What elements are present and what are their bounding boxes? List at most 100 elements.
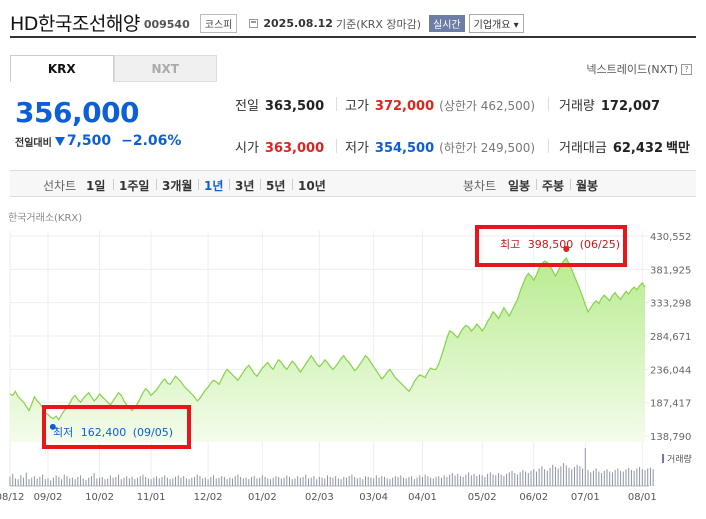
volume-value: 172,007: [600, 99, 661, 114]
volume-bar: [134, 479, 136, 486]
current-price: 356,000: [15, 96, 140, 129]
volume-bar: [213, 475, 215, 486]
volume-bar: [563, 463, 565, 486]
volume-bar: [590, 472, 592, 486]
volume-bar: [373, 478, 375, 486]
volume-bar: [354, 476, 356, 486]
open-label: 시가: [235, 141, 259, 156]
line-chart-label[interactable]: 선차트: [43, 179, 77, 193]
volume-bar: [12, 473, 14, 486]
volume-bar: [126, 476, 128, 486]
candle-chart-label[interactable]: 봉차트: [463, 179, 497, 193]
volume-bar: [500, 474, 502, 486]
period-10y[interactable]: 10년: [298, 179, 326, 193]
volume-bar: [533, 469, 535, 486]
volume-bar: [370, 477, 372, 486]
volume-bar: [413, 479, 415, 486]
candle-monthly[interactable]: 월봉: [576, 179, 599, 193]
volume-bar: [522, 470, 524, 486]
volume-bar: [506, 473, 508, 486]
volume-bar: [525, 471, 527, 486]
volume-bar: [123, 477, 125, 486]
volume-bar: [61, 479, 63, 486]
stat-open: 시가 363,000: [235, 137, 324, 156]
period-3y[interactable]: 3년: [235, 179, 255, 193]
min-label: 최저: [53, 426, 73, 439]
volume-bar: [267, 478, 269, 486]
volume-bar: [256, 478, 258, 486]
x-tick-label: 05/02: [468, 492, 497, 503]
volume-bar: [202, 478, 204, 486]
date-suffix: 기준(KRX 장마감): [335, 17, 422, 31]
volume-bar: [50, 480, 52, 486]
volume-bar: [175, 476, 177, 486]
nxt-link[interactable]: 넥스트레이드(NXT) ?: [586, 61, 692, 77]
min-value: 162,400: [81, 426, 127, 439]
volume-bar: [565, 465, 567, 486]
x-tick-label: 10/02: [85, 492, 114, 503]
volume-bar: [416, 477, 418, 486]
realtime-badge[interactable]: 실시간: [429, 15, 465, 32]
tab-krx[interactable]: KRX: [10, 55, 114, 82]
volume-bar: [39, 476, 41, 486]
period-divider: [260, 179, 261, 190]
volume-bar: [329, 476, 331, 486]
x-tick-label: 09/02: [34, 492, 63, 503]
period-divider: [292, 179, 293, 190]
period-divider: [536, 179, 537, 190]
stat-prev-close: 전일 363,500: [235, 95, 324, 114]
volume-bar: [207, 479, 209, 486]
volume-bar: [641, 469, 643, 486]
low-value: 354,500: [374, 141, 435, 156]
price-line: [9, 256, 646, 421]
volume-bar: [633, 470, 635, 486]
volume-bar: [156, 476, 158, 486]
period-5y[interactable]: 5년: [266, 179, 286, 193]
period-divider: [229, 179, 230, 190]
volume-bar: [321, 477, 323, 486]
y-tick-label: 430,552: [650, 232, 691, 243]
volume-bar: [489, 472, 491, 486]
high-label: 고가: [345, 99, 369, 114]
volume-bar: [386, 478, 388, 486]
volume-bar: [427, 476, 429, 486]
volume-bar: [492, 474, 494, 486]
help-icon[interactable]: ?: [681, 63, 692, 75]
company-info-dropdown[interactable]: 기업개요 ▾: [468, 14, 524, 33]
period-1w[interactable]: 1주일: [119, 179, 150, 193]
tab-nxt[interactable]: NXT: [113, 55, 217, 82]
period-3m[interactable]: 3개월: [162, 179, 193, 193]
volume-bar: [229, 477, 231, 486]
candle-daily[interactable]: 일봉: [508, 179, 531, 193]
volume-bar: [557, 468, 559, 486]
volume-bar: [530, 470, 532, 486]
volume-bar: [264, 476, 266, 486]
volume-bar: [614, 470, 616, 486]
stat-divider: [336, 97, 337, 111]
volume-bar: [476, 476, 478, 486]
volume-bars: [9, 448, 654, 487]
y-tick-label: 381,925: [650, 265, 691, 276]
min-date: (09/05): [133, 426, 173, 439]
y-tick-label: 138,790: [650, 432, 691, 443]
volume-bar: [302, 476, 304, 486]
volume-bar: [85, 479, 87, 486]
volume-bar: [337, 478, 339, 486]
volume-bar: [457, 473, 459, 486]
volume-bar: [546, 470, 548, 486]
candle-weekly[interactable]: 주봉: [542, 179, 565, 193]
volume-bar: [261, 475, 263, 486]
period-1y[interactable]: 1년: [204, 179, 224, 193]
volume-bar: [128, 478, 130, 486]
volume-bar: [552, 464, 554, 486]
volume-bar: [240, 476, 242, 486]
volume-bar: [465, 474, 467, 486]
volume-bar: [647, 468, 649, 486]
stock-header: HD한국조선해양 009540 코스피 2025.08.12 기준(KRX 장마…: [10, 8, 696, 38]
period-1d[interactable]: 1일: [86, 179, 106, 193]
volume-bar: [294, 478, 296, 486]
volume-bar: [527, 473, 529, 486]
volume-bar: [381, 476, 383, 486]
volume-bar: [503, 476, 505, 486]
